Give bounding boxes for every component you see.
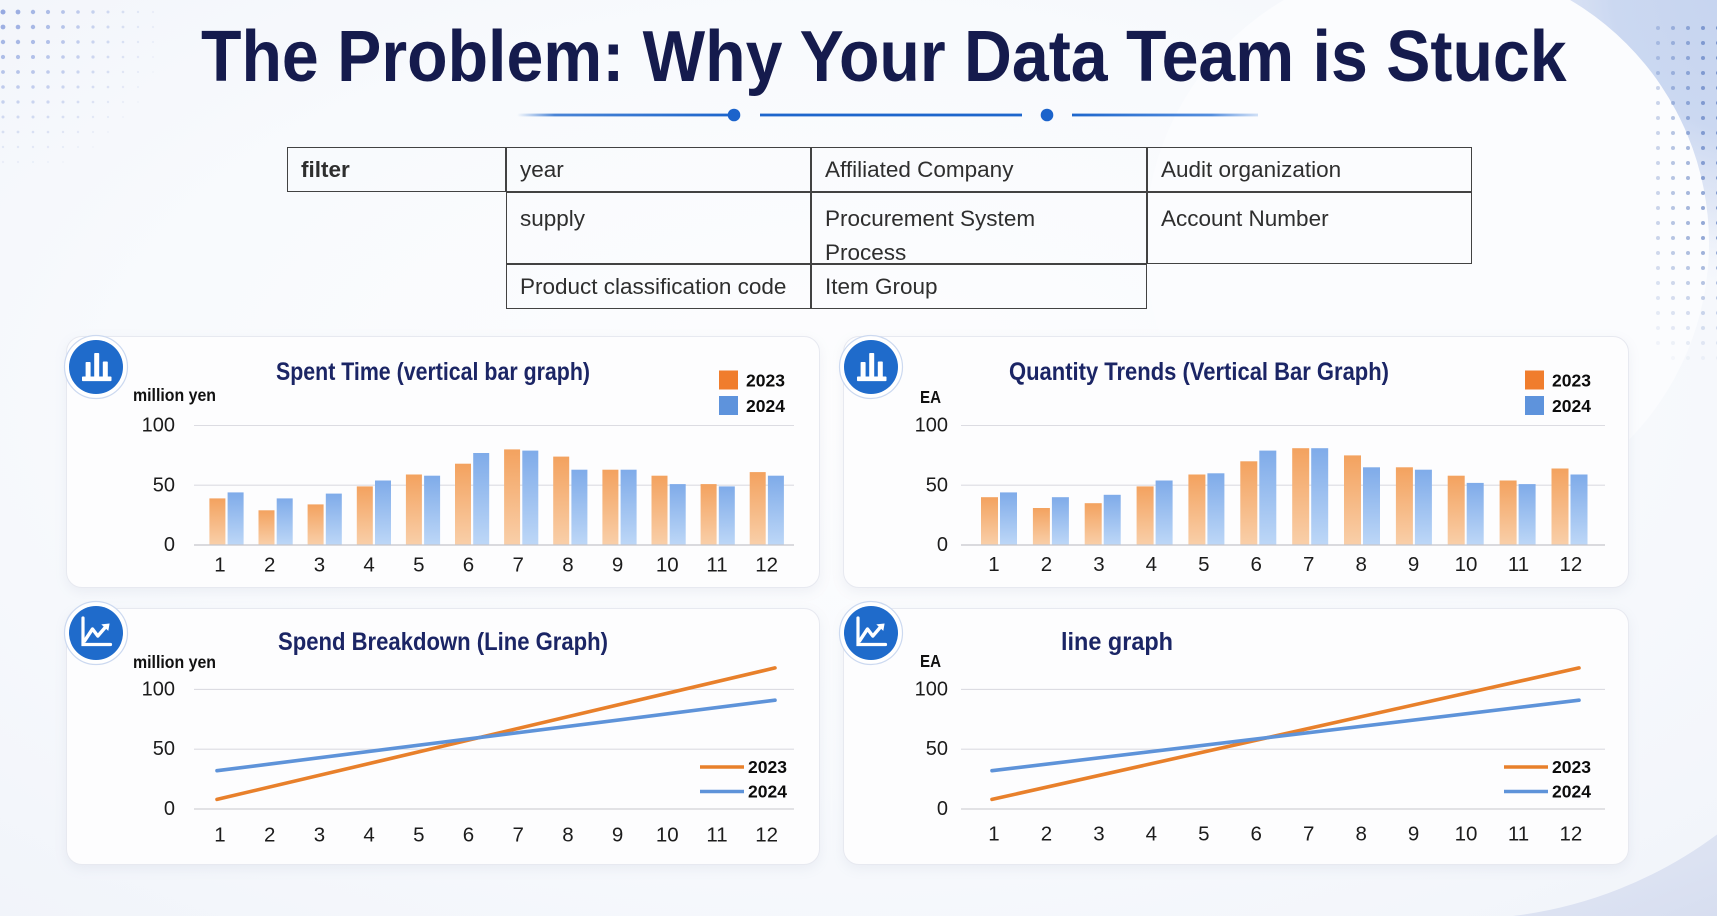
svg-text:5: 5 <box>413 824 424 847</box>
svg-text:4: 4 <box>1146 553 1157 576</box>
svg-text:7: 7 <box>1303 553 1314 576</box>
svg-text:2024: 2024 <box>748 782 787 802</box>
svg-text:2024: 2024 <box>746 396 785 416</box>
svg-text:10: 10 <box>656 824 679 847</box>
svg-text:2023: 2023 <box>746 371 785 391</box>
svg-text:7: 7 <box>512 824 523 847</box>
svg-text:1: 1 <box>214 554 225 577</box>
svg-text:4: 4 <box>363 554 374 577</box>
svg-text:11: 11 <box>706 554 727 577</box>
svg-text:100: 100 <box>142 415 175 437</box>
svg-text:9: 9 <box>1408 553 1419 576</box>
svg-text:4: 4 <box>363 824 374 847</box>
svg-text:2: 2 <box>1041 823 1052 846</box>
svg-text:3: 3 <box>1093 823 1104 846</box>
svg-text:0: 0 <box>937 534 948 556</box>
svg-text:Spent Time (vertical bar graph: Spent Time (vertical bar graph) <box>276 358 590 386</box>
svg-text:10: 10 <box>1455 553 1478 576</box>
svg-text:7: 7 <box>512 554 523 577</box>
svg-text:8: 8 <box>1355 553 1366 576</box>
svg-text:10: 10 <box>656 554 679 577</box>
svg-text:50: 50 <box>926 474 948 496</box>
svg-text:4: 4 <box>1146 823 1157 846</box>
svg-text:1: 1 <box>214 824 225 847</box>
svg-text:2: 2 <box>1041 553 1052 576</box>
svg-text:9: 9 <box>612 554 623 577</box>
svg-text:2023: 2023 <box>748 757 787 777</box>
svg-text:6: 6 <box>1251 553 1262 576</box>
svg-text:8: 8 <box>562 824 573 847</box>
svg-text:2024: 2024 <box>1552 782 1591 802</box>
svg-text:50: 50 <box>153 738 175 760</box>
svg-text:12: 12 <box>1560 823 1583 846</box>
svg-text:0: 0 <box>164 798 175 820</box>
svg-text:5: 5 <box>1198 553 1209 576</box>
svg-text:7: 7 <box>1303 823 1314 846</box>
svg-text:100: 100 <box>142 678 175 700</box>
svg-text:50: 50 <box>926 738 948 760</box>
svg-text:5: 5 <box>413 554 424 577</box>
svg-text:2023: 2023 <box>1552 757 1591 777</box>
svg-text:2024: 2024 <box>1552 396 1591 416</box>
svg-text:6: 6 <box>463 824 474 847</box>
svg-text:8: 8 <box>562 554 573 577</box>
svg-text:3: 3 <box>314 554 325 577</box>
svg-text:11: 11 <box>1508 553 1529 576</box>
svg-text:0: 0 <box>164 534 175 556</box>
svg-text:9: 9 <box>1408 823 1419 846</box>
svg-text:Quantity Trends (Vertical Bar: Quantity Trends (Vertical Bar Graph) <box>1009 358 1389 386</box>
svg-text:3: 3 <box>314 824 325 847</box>
svg-text:1: 1 <box>988 823 999 846</box>
svg-text:2: 2 <box>264 824 275 847</box>
svg-text:11: 11 <box>1508 823 1529 846</box>
svg-text:million yen: million yen <box>133 385 216 405</box>
svg-text:2: 2 <box>264 554 275 577</box>
svg-text:6: 6 <box>1251 823 1262 846</box>
svg-text:11: 11 <box>706 824 727 847</box>
svg-text:6: 6 <box>463 554 474 577</box>
svg-text:line graph: line graph <box>1061 628 1173 656</box>
svg-text:12: 12 <box>1560 553 1583 576</box>
svg-text:12: 12 <box>755 554 778 577</box>
svg-text:12: 12 <box>755 824 778 847</box>
svg-text:0: 0 <box>937 798 948 820</box>
svg-text:100: 100 <box>915 678 948 700</box>
svg-text:Spend Breakdown (Line Graph): Spend Breakdown (Line Graph) <box>278 628 608 656</box>
svg-text:1: 1 <box>988 553 999 576</box>
svg-text:100: 100 <box>915 415 948 437</box>
svg-text:EA: EA <box>920 651 941 671</box>
svg-text:9: 9 <box>612 824 623 847</box>
svg-text:2023: 2023 <box>1552 371 1591 391</box>
svg-text:5: 5 <box>1198 823 1209 846</box>
svg-text:8: 8 <box>1355 823 1366 846</box>
svg-text:10: 10 <box>1455 823 1478 846</box>
svg-text:million yen: million yen <box>133 652 216 672</box>
svg-text:50: 50 <box>153 474 175 496</box>
svg-text:EA: EA <box>920 387 941 407</box>
svg-text:3: 3 <box>1093 553 1104 576</box>
